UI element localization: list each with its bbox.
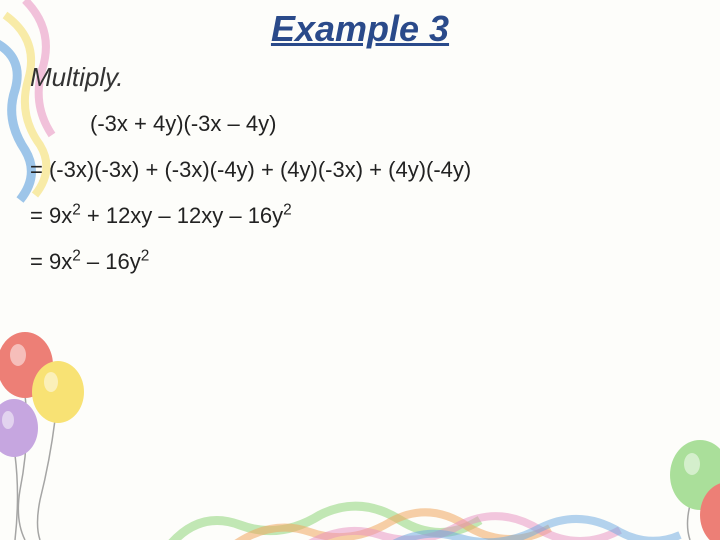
- slide-title: Example 3: [30, 8, 690, 50]
- step-3: = 9x2 – 16y2: [30, 249, 690, 275]
- instruction-text: Multiply.: [30, 62, 690, 93]
- step-1: = (-3x)(-3x) + (-3x)(-4y) + (4y)(-3x) + …: [30, 157, 690, 183]
- step-2: = 9x2 + 12xy – 12xy – 16y2: [30, 203, 690, 229]
- slide-content: Example 3 Multiply. (-3x + 4y)(-3x – 4y)…: [0, 0, 720, 275]
- problem-expression: (-3x + 4y)(-3x – 4y): [30, 111, 690, 137]
